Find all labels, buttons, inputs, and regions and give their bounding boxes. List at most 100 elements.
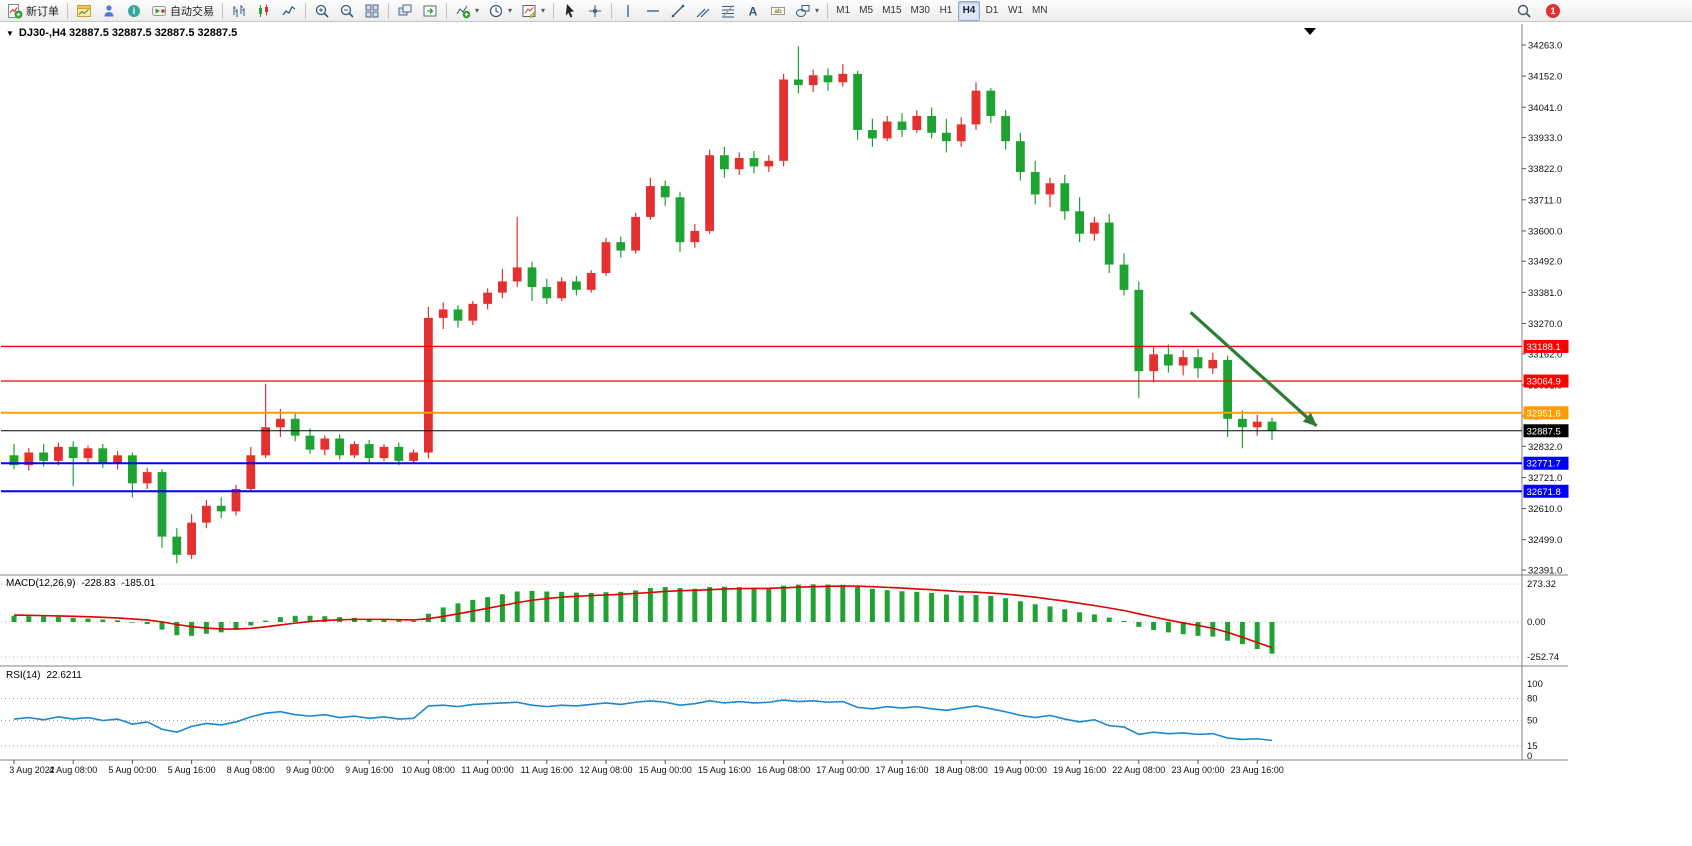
indicators-button[interactable]: ▾ (451, 1, 483, 21)
svg-text:A: A (749, 4, 758, 18)
candle (1178, 357, 1188, 366)
candle (202, 505, 211, 523)
new-chart-button[interactable] (72, 1, 96, 21)
time-label: 11 Aug 16:00 (521, 765, 573, 775)
horizontal-line-button[interactable] (641, 1, 665, 21)
candle (838, 73, 848, 83)
dropdown-caret-icon: ▾ (815, 6, 820, 15)
shapes-button[interactable]: ▾ (791, 1, 823, 21)
rsi-panel: 100 80 50 150 (1, 679, 1543, 762)
candle (216, 505, 226, 512)
symbol-caret-icon[interactable]: ▼ (6, 28, 14, 38)
tf-m5-button[interactable]: M5 (855, 1, 877, 21)
cascade-windows-button[interactable] (393, 1, 417, 21)
time-label: 8 Aug 08:00 (227, 765, 275, 775)
candle (1090, 222, 1099, 234)
vertical-line-button[interactable] (616, 1, 640, 21)
fibonacci-button[interactable] (716, 1, 740, 21)
price-tag-label: 32671.8 (1527, 487, 1561, 498)
auto-trading-button[interactable]: 自动交易 (147, 1, 218, 21)
candle (498, 281, 507, 293)
candle (335, 438, 344, 456)
tf-m15-button-label: M15 (882, 5, 902, 16)
candle (1164, 354, 1173, 366)
chart-shift-button[interactable] (418, 1, 442, 21)
tf-h4-button[interactable]: H4 (957, 0, 980, 21)
dropdown-caret-icon: ▾ (541, 6, 546, 15)
candle (113, 455, 122, 464)
trend-arrow[interactable] (1189, 311, 1318, 428)
candles-icon (256, 3, 272, 19)
text-button[interactable]: A (741, 1, 765, 21)
line-chart-button[interactable] (277, 1, 301, 21)
candle (142, 472, 152, 484)
candle (882, 121, 892, 139)
time-label: 5 Aug 00:00 (108, 765, 156, 775)
search-button[interactable] (1512, 1, 1536, 21)
profiles-button[interactable] (97, 1, 121, 21)
candle (54, 446, 63, 461)
price-tick-label: 33270.0 (1528, 319, 1562, 330)
crosshair-icon (587, 3, 603, 19)
toolbar-separator (67, 2, 68, 19)
candle (1223, 359, 1232, 419)
candle (1030, 172, 1040, 195)
cursor-button[interactable] (558, 1, 582, 21)
profiles-icon (101, 3, 117, 19)
autotrade-icon (151, 3, 167, 19)
tf-h1-button[interactable]: H1 (935, 1, 957, 21)
time-label: 9 Aug 00:00 (286, 765, 334, 775)
price-tick-label: 34263.0 (1528, 41, 1562, 52)
templates-button[interactable]: ▾ (517, 1, 549, 21)
candle (794, 79, 803, 86)
price-chart-canvas[interactable]: 273.32 0.00 -252.74 100 80 50 150 34263.0 34152.… (0, 22, 1692, 846)
candle (616, 242, 626, 251)
candle (246, 455, 256, 489)
tile-windows-button[interactable] (360, 1, 384, 21)
candle (971, 90, 981, 125)
price-tag (1523, 424, 1569, 438)
tf-d1-button[interactable]: D1 (981, 1, 1003, 21)
periods-button[interactable]: ▾ (484, 1, 516, 21)
candle (24, 452, 34, 466)
tf-m1-button[interactable]: M1 (832, 1, 854, 21)
notification-count: 1 (1546, 4, 1560, 18)
channel-button[interactable] (691, 1, 715, 21)
candlestick-button[interactable] (252, 1, 276, 21)
candle (320, 438, 330, 450)
text-label-button[interactable]: ab (766, 1, 790, 21)
data-window-icon: i (126, 3, 142, 19)
candle (912, 115, 922, 130)
time-label: 15 Aug 00:00 (639, 765, 692, 775)
data-window-button[interactable]: i (122, 1, 146, 21)
chart-shift-marker[interactable] (1304, 28, 1316, 35)
new-order-button[interactable]: 新订单 (3, 1, 63, 21)
macd-signal-value: -185.01 (121, 578, 156, 589)
zoom-out-button[interactable] (335, 1, 359, 21)
price-tick-label: 33600.0 (1528, 226, 1562, 237)
candle (39, 452, 48, 461)
tf-mn-button[interactable]: MN (1028, 1, 1052, 21)
candle (823, 75, 833, 83)
tf-w1-button[interactable]: W1 (1004, 1, 1027, 21)
price-tag-label: 32951.6 (1527, 408, 1561, 419)
zoom-in-button[interactable] (310, 1, 334, 21)
time-label: 16 Aug 08:00 (757, 765, 810, 775)
vline-icon (620, 3, 636, 19)
price-tag-label: 33064.9 (1527, 377, 1561, 388)
price-tick-label: 33162.0 (1528, 349, 1562, 360)
price-tag-label: 32887.5 (1527, 426, 1561, 437)
price-tag (1523, 374, 1569, 388)
candle (394, 446, 404, 461)
tf-m15-button[interactable]: M15 (878, 1, 905, 21)
notification-badge[interactable]: 1 (1542, 1, 1564, 21)
tf-m30-button[interactable]: M30 (907, 1, 934, 21)
bar-chart-button[interactable] (227, 1, 251, 21)
crosshair-button[interactable] (583, 1, 607, 21)
trendline-button[interactable] (666, 1, 690, 21)
macd-label: MACD(12,26,9) (6, 578, 76, 589)
svg-text:ab: ab (774, 8, 782, 15)
zoom-out-icon (339, 3, 355, 19)
